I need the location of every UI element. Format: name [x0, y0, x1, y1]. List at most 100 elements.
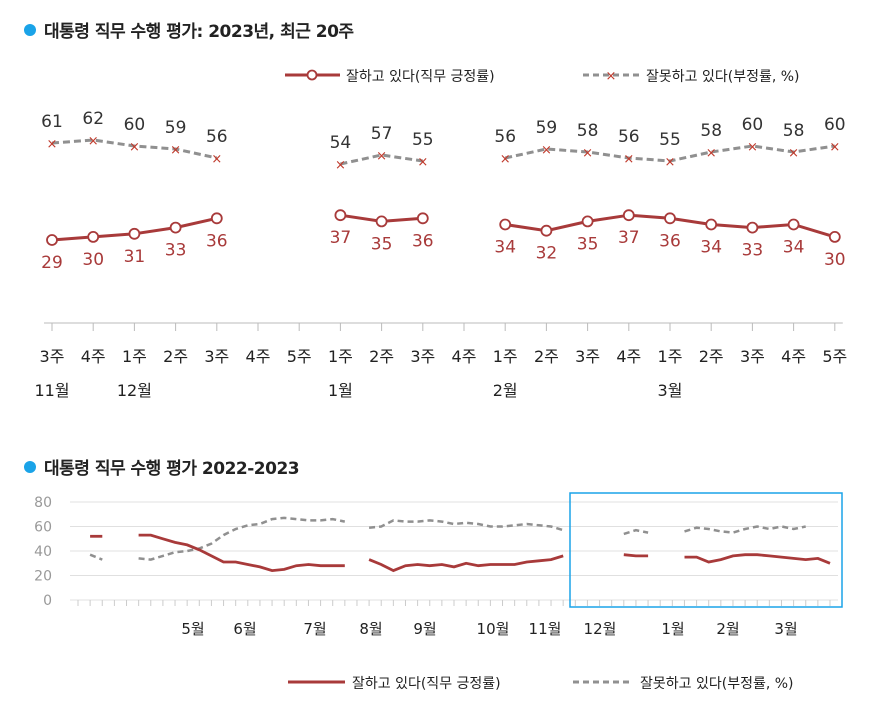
- highlight-box: [569, 492, 843, 608]
- negative-line-segment: [138, 516, 346, 561]
- chart2-title: 대통령 직무 수행 평가 2022-2023: [24, 454, 300, 479]
- x-tick-label: 1주: [328, 347, 353, 366]
- x-tick-label: 2주: [369, 347, 394, 366]
- month-label: 12월: [117, 381, 152, 400]
- positive-value-label: 36: [206, 231, 228, 251]
- y-tick-label: 80: [34, 495, 52, 511]
- positive-value-label: 35: [371, 234, 393, 254]
- month-label: 12월: [584, 620, 617, 638]
- negative-point: ×: [170, 143, 181, 158]
- positive-point: [46, 234, 58, 246]
- negative-point: ×: [47, 137, 58, 152]
- x-tick-label: 1주: [658, 347, 683, 366]
- y-tick-label: 40: [34, 544, 52, 560]
- x-tick-label: 1주: [122, 347, 147, 366]
- negative-value-label: 58: [700, 121, 722, 141]
- month-label: 2월: [493, 381, 518, 400]
- negative-point: ×: [376, 149, 387, 164]
- negative-value-label: 56: [494, 127, 516, 147]
- chart1-title: 대통령 직무 수행 평가: 2023년, 최근 20주: [24, 17, 354, 42]
- legend-negative-label: 잘못하고 있다(부정률, %): [640, 676, 794, 692]
- negative-value-label: 61: [41, 112, 63, 132]
- negative-value-label: 56: [206, 127, 228, 147]
- negative-line-segment: [368, 519, 564, 532]
- legend-negative-marker: ×: [606, 69, 617, 84]
- x-tick-label: 3주: [40, 347, 65, 366]
- month-label: 9월: [413, 620, 436, 638]
- negative-point: ×: [829, 140, 840, 155]
- legend-positive-label: 잘하고 있다(직무 긍정률): [352, 676, 501, 692]
- negative-point: ×: [747, 140, 758, 155]
- negative-point: ×: [665, 155, 676, 170]
- negative-value-label: 56: [618, 127, 640, 147]
- positive-point: [128, 227, 141, 240]
- positive-value-label: 37: [330, 228, 352, 248]
- negative-point: ×: [623, 152, 634, 167]
- negative-point: ×: [500, 152, 511, 167]
- x-tick-label: 2주: [699, 347, 724, 366]
- negative-line-segment: [89, 553, 103, 561]
- month-label: 11월: [529, 620, 562, 638]
- x-tick-label: 5주: [287, 347, 312, 366]
- positive-value-label: 37: [618, 228, 640, 248]
- negative-value-label: 55: [659, 130, 681, 150]
- positive-value-label: 34: [494, 238, 516, 258]
- positive-value-label: 31: [124, 247, 146, 267]
- month-label: 3월: [774, 620, 797, 638]
- chart1-svg: 잘하고 있다(직무 긍정률) × 잘못하고 있다(부정률, %) × 61 × 62 × 60 ×…: [34, 69, 847, 400]
- month-label: 7월: [303, 620, 326, 638]
- positive-point: [499, 218, 512, 231]
- positive-point: [169, 221, 182, 234]
- negative-value-label: 58: [783, 121, 805, 141]
- negative-value-label: 58: [577, 121, 599, 141]
- negative-value-label: 62: [82, 109, 104, 129]
- positive-point: [87, 230, 100, 243]
- positive-point: [787, 218, 800, 231]
- negative-point: ×: [129, 140, 140, 155]
- x-tick-label: 1주: [493, 347, 518, 366]
- bullet-icon: [24, 24, 36, 36]
- x-tick-label: 4주: [452, 347, 477, 366]
- positive-point: [416, 212, 429, 225]
- x-tick-label: 4주: [81, 347, 106, 366]
- positive-point: [828, 230, 841, 243]
- x-tick-label: 2주: [534, 347, 559, 366]
- positive-point: [746, 221, 759, 234]
- negative-value-label: 55: [412, 130, 434, 150]
- positive-point: [664, 212, 676, 225]
- negative-line-segment: [340, 153, 424, 166]
- negative-value-label: 60: [824, 115, 846, 135]
- month-label: 8월: [359, 620, 382, 638]
- negative-value-label: 59: [536, 118, 558, 138]
- y-tick-label: 0: [43, 593, 52, 609]
- legend-positive-marker: [306, 69, 318, 81]
- positive-line-segment: [684, 553, 831, 565]
- positive-value-label: 33: [742, 241, 764, 261]
- negative-value-label: 54: [330, 133, 352, 153]
- positive-point: [540, 224, 553, 237]
- x-tick-label: 4주: [781, 347, 806, 366]
- negative-value-label: 60: [124, 115, 146, 135]
- positive-point: [334, 209, 347, 222]
- positive-value-label: 35: [577, 234, 599, 254]
- legend-positive-label: 잘하고 있다(직무 긍정률): [346, 69, 495, 85]
- positive-value-label: 33: [165, 241, 187, 261]
- month-label: 5월: [181, 620, 204, 638]
- bullet-icon: [24, 461, 36, 473]
- negative-value-label: 57: [371, 124, 393, 144]
- y-tick-label: 60: [34, 520, 52, 536]
- positive-value-label: 29: [41, 253, 63, 273]
- y-tick-label: 20: [34, 569, 52, 585]
- x-tick-label: 3주: [410, 347, 435, 366]
- negative-point: ×: [788, 146, 799, 161]
- negative-point: ×: [335, 158, 346, 173]
- positive-value-label: 34: [783, 238, 805, 258]
- positive-point: [210, 212, 223, 225]
- positive-line-segment: [623, 553, 649, 558]
- positive-point: [581, 215, 594, 228]
- month-label: 3월: [658, 381, 683, 400]
- negative-point: ×: [88, 134, 99, 149]
- negative-point: ×: [541, 143, 552, 158]
- x-tick-label: 5주: [822, 347, 847, 366]
